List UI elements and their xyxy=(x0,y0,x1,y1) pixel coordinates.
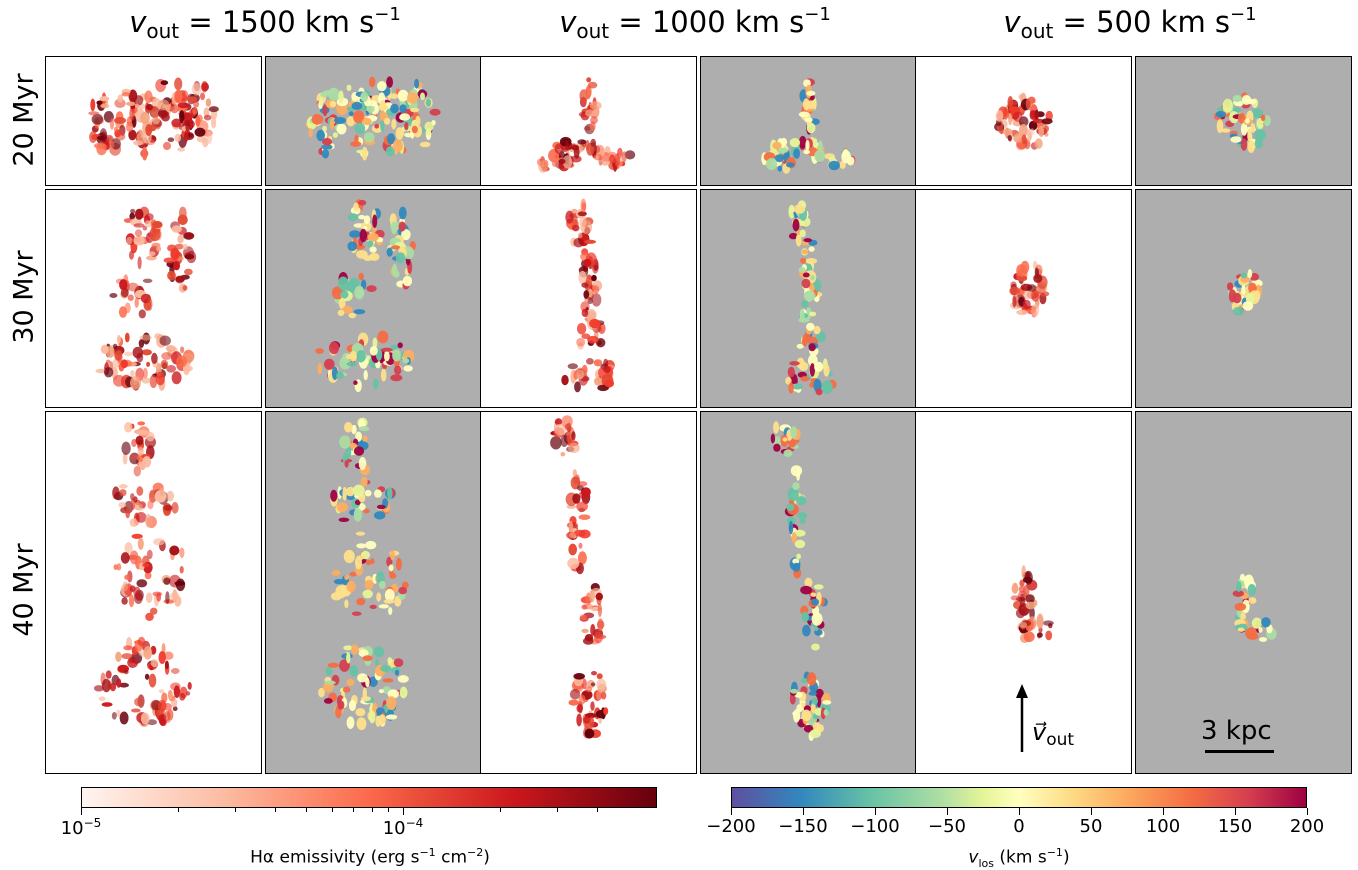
emissivity-tick-label: 10−5 xyxy=(60,816,102,839)
emission-blobs xyxy=(550,415,609,739)
velocity-tick-label: 50 xyxy=(1079,816,1103,837)
velocity-map-panel-r2-c1 xyxy=(265,189,482,408)
velocity-blobs xyxy=(770,421,832,742)
halpha-map-panel-r1-c1 xyxy=(45,56,262,186)
velocity-tick xyxy=(1235,808,1236,815)
emissivity-colorbar xyxy=(81,787,657,808)
velocity-tick xyxy=(947,808,948,815)
vout-arrow: v⃗out xyxy=(1010,684,1090,754)
velocity-tick-label: −100 xyxy=(850,816,900,837)
emissivity-tick-label: 10−4 xyxy=(382,816,424,839)
emission-blobs xyxy=(93,421,192,727)
emissivity-major-tick xyxy=(403,808,404,815)
velocity-blobs xyxy=(785,200,837,396)
scalebar-label: 3 kpc xyxy=(1201,716,1272,746)
velocity-map-panel-r2-c3 xyxy=(1135,189,1352,408)
emissivity-minor-tick xyxy=(388,808,390,812)
velocity-map-panel-r3-c1 xyxy=(265,411,482,774)
vout-arrow-label: v⃗ xyxy=(1032,718,1047,746)
velocity-tick xyxy=(1091,808,1092,815)
halpha-map-panel-r2-c2 xyxy=(480,189,697,408)
emissivity-minor-tick xyxy=(234,808,236,812)
velocity-tick-label: 100 xyxy=(1145,816,1181,837)
emission-blobs xyxy=(1009,260,1050,318)
emissivity-colorbar-label: Hα emissivity (erg s−1 cm−2) xyxy=(250,846,490,868)
velocity-blobs xyxy=(761,78,856,174)
velocity-map-panel-r3-c3 xyxy=(1135,411,1352,774)
velocity-tick xyxy=(1019,808,1020,815)
column-title-1000: vout = 1000 km s−1 xyxy=(559,4,831,43)
emissivity-minor-tick xyxy=(596,808,598,812)
row-label-40myr: 40 Myr xyxy=(8,543,40,637)
row-label-30myr: 30 Myr xyxy=(8,250,40,344)
halpha-map-panel-r2-c3 xyxy=(915,189,1132,408)
column-title-500: vout = 500 km s−1 xyxy=(1003,4,1257,43)
emissivity-minor-tick xyxy=(274,808,276,812)
emissivity-minor-tick xyxy=(556,808,558,812)
emissivity-major-tick xyxy=(81,808,82,815)
velocity-blobs xyxy=(1213,92,1271,153)
velocity-tick-label: −50 xyxy=(928,816,966,837)
emission-blobs xyxy=(536,77,636,173)
velocity-tick-label: 200 xyxy=(1289,816,1325,837)
halpha-map-panel-r3-c3 xyxy=(915,411,1132,774)
scalebar-line xyxy=(1205,750,1274,753)
velocity-blobs xyxy=(305,76,441,161)
velocity-tick xyxy=(803,808,804,815)
emission-blobs xyxy=(95,206,197,391)
halpha-map-panel-r3-c2 xyxy=(480,411,697,774)
velocity-tick-label: −200 xyxy=(706,816,756,837)
row-label-20myr: 20 Myr xyxy=(8,73,40,167)
emission-blobs xyxy=(994,92,1053,151)
arrow-up-icon xyxy=(1016,684,1028,752)
velocity-colorbar-label: vlos (km s−1) xyxy=(968,846,1070,870)
column-title-1500: vout = 1500 km s−1 xyxy=(129,4,401,43)
velocity-tick-label: −150 xyxy=(778,816,828,837)
velocity-tick xyxy=(1307,808,1308,815)
halpha-map-panel-r2-c1 xyxy=(45,189,262,408)
velocity-tick-label: 150 xyxy=(1217,816,1253,837)
velocity-blobs xyxy=(1226,269,1263,316)
velocity-map-panel-r1-c2 xyxy=(700,56,917,186)
halpha-map-panel-r3-c1 xyxy=(45,411,262,774)
emission-blobs xyxy=(561,198,615,393)
emission-blobs xyxy=(1010,565,1054,643)
emissivity-minor-tick xyxy=(306,808,308,812)
velocity-colorbar xyxy=(731,787,1307,808)
emissivity-minor-tick xyxy=(499,808,501,812)
emissivity-minor-tick xyxy=(177,808,179,812)
velocity-map-panel-r2-c2 xyxy=(700,189,917,408)
velocity-map-panel-r1-c1 xyxy=(265,56,482,186)
emissivity-minor-tick xyxy=(331,808,333,812)
velocity-blobs xyxy=(318,417,409,731)
emission-blobs xyxy=(88,77,219,161)
velocity-tick xyxy=(1163,808,1164,815)
velocity-tick xyxy=(875,808,876,815)
velocity-map-panel-r3-c2 xyxy=(700,411,917,774)
halpha-map-panel-r1-c3 xyxy=(915,56,1132,186)
velocity-blobs xyxy=(1232,573,1277,642)
velocity-tick-label: 0 xyxy=(1013,816,1025,837)
velocity-map-panel-r1-c3 xyxy=(1135,56,1352,186)
velocity-blobs xyxy=(315,199,416,393)
emissivity-minor-tick xyxy=(353,808,355,812)
halpha-map-panel-r1-c2 xyxy=(480,56,697,186)
emissivity-minor-tick xyxy=(371,808,373,812)
velocity-tick xyxy=(731,808,732,815)
